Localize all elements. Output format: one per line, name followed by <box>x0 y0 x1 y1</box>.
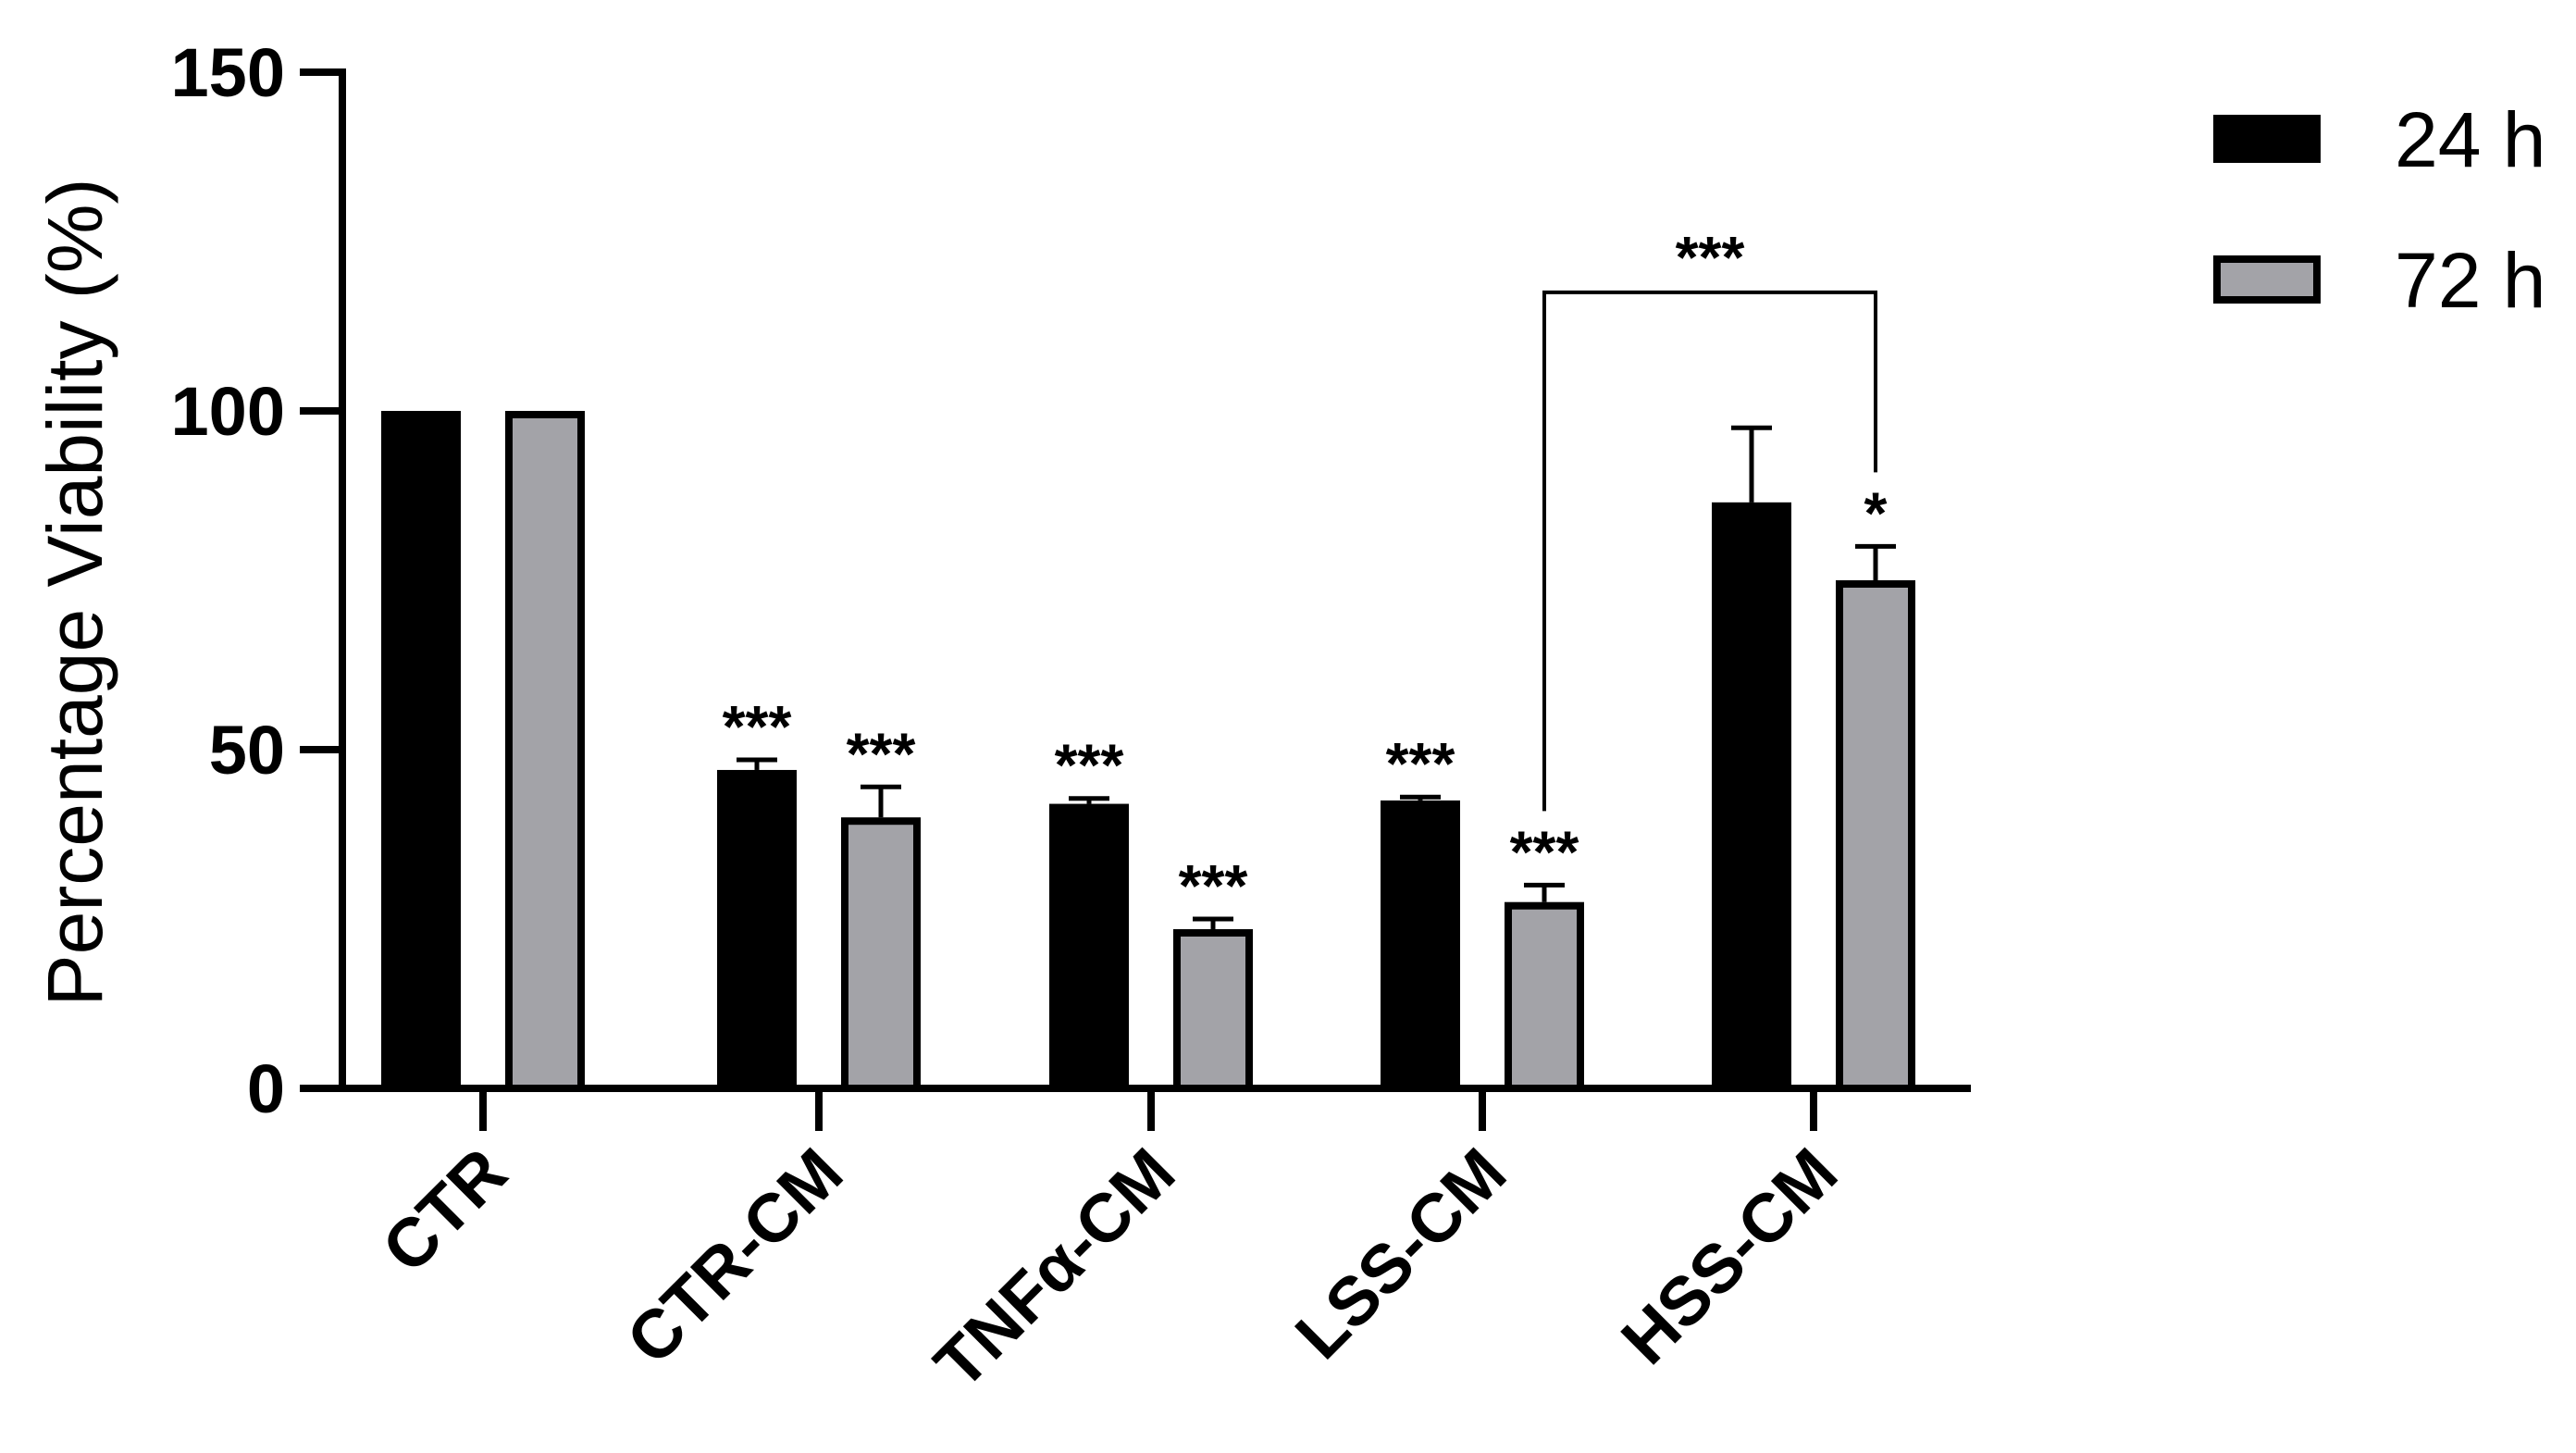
bar <box>1173 928 1253 1092</box>
bar <box>1505 901 1584 1093</box>
x-tick-label: CTR <box>367 1134 521 1287</box>
y-tick-label: 50 <box>209 712 285 789</box>
significance-stars: *** <box>1055 732 1124 799</box>
legend-swatch <box>2213 115 2321 163</box>
comparison-stars: *** <box>1676 224 1745 291</box>
bar <box>1049 803 1129 1092</box>
y-tick-label: 0 <box>247 1050 285 1127</box>
bar <box>381 411 461 1092</box>
bar <box>1712 502 1791 1092</box>
bar <box>505 411 585 1092</box>
bar <box>1381 800 1460 1093</box>
bar <box>1836 580 1915 1092</box>
significance-stars: * <box>1864 479 1888 546</box>
bar <box>717 769 797 1093</box>
y-axis-title: Percentage Viability (%) <box>31 179 118 1007</box>
x-tick-label: CTR-CM <box>612 1134 857 1379</box>
significance-stars: *** <box>1386 730 1455 797</box>
legend: 24 h 72 h <box>2213 96 2546 324</box>
comparison-bracket: *** <box>1542 224 1877 812</box>
y-tick-label: 150 <box>171 34 285 111</box>
bars <box>381 411 1915 1093</box>
y-tick-label: 100 <box>171 373 285 450</box>
legend-label: 24 h <box>2395 96 2546 183</box>
significance-stars: *** <box>1510 818 1579 885</box>
x-tick-label: TNFα-CM <box>920 1134 1189 1403</box>
legend-label: 72 h <box>2395 237 2546 324</box>
x-tick-label: HSS-CM <box>1606 1134 1852 1379</box>
y-axis: 0 50 100 150 <box>171 34 346 1127</box>
comparison-bracket-line <box>1542 290 1877 812</box>
significance-stars: *** <box>723 693 792 760</box>
bar <box>841 817 921 1092</box>
x-tick-label: LSS-CM <box>1281 1134 1520 1373</box>
significance-stars: *** <box>847 720 916 787</box>
x-axis: CTR CTR-CM TNFα-CM LSS-CM HSS-CM <box>339 1085 1971 1403</box>
error-bars <box>737 425 1896 929</box>
significance-markers: ****** ************* <box>723 479 1888 919</box>
significance-stars: *** <box>1179 852 1248 919</box>
legend-swatch <box>2213 255 2321 304</box>
